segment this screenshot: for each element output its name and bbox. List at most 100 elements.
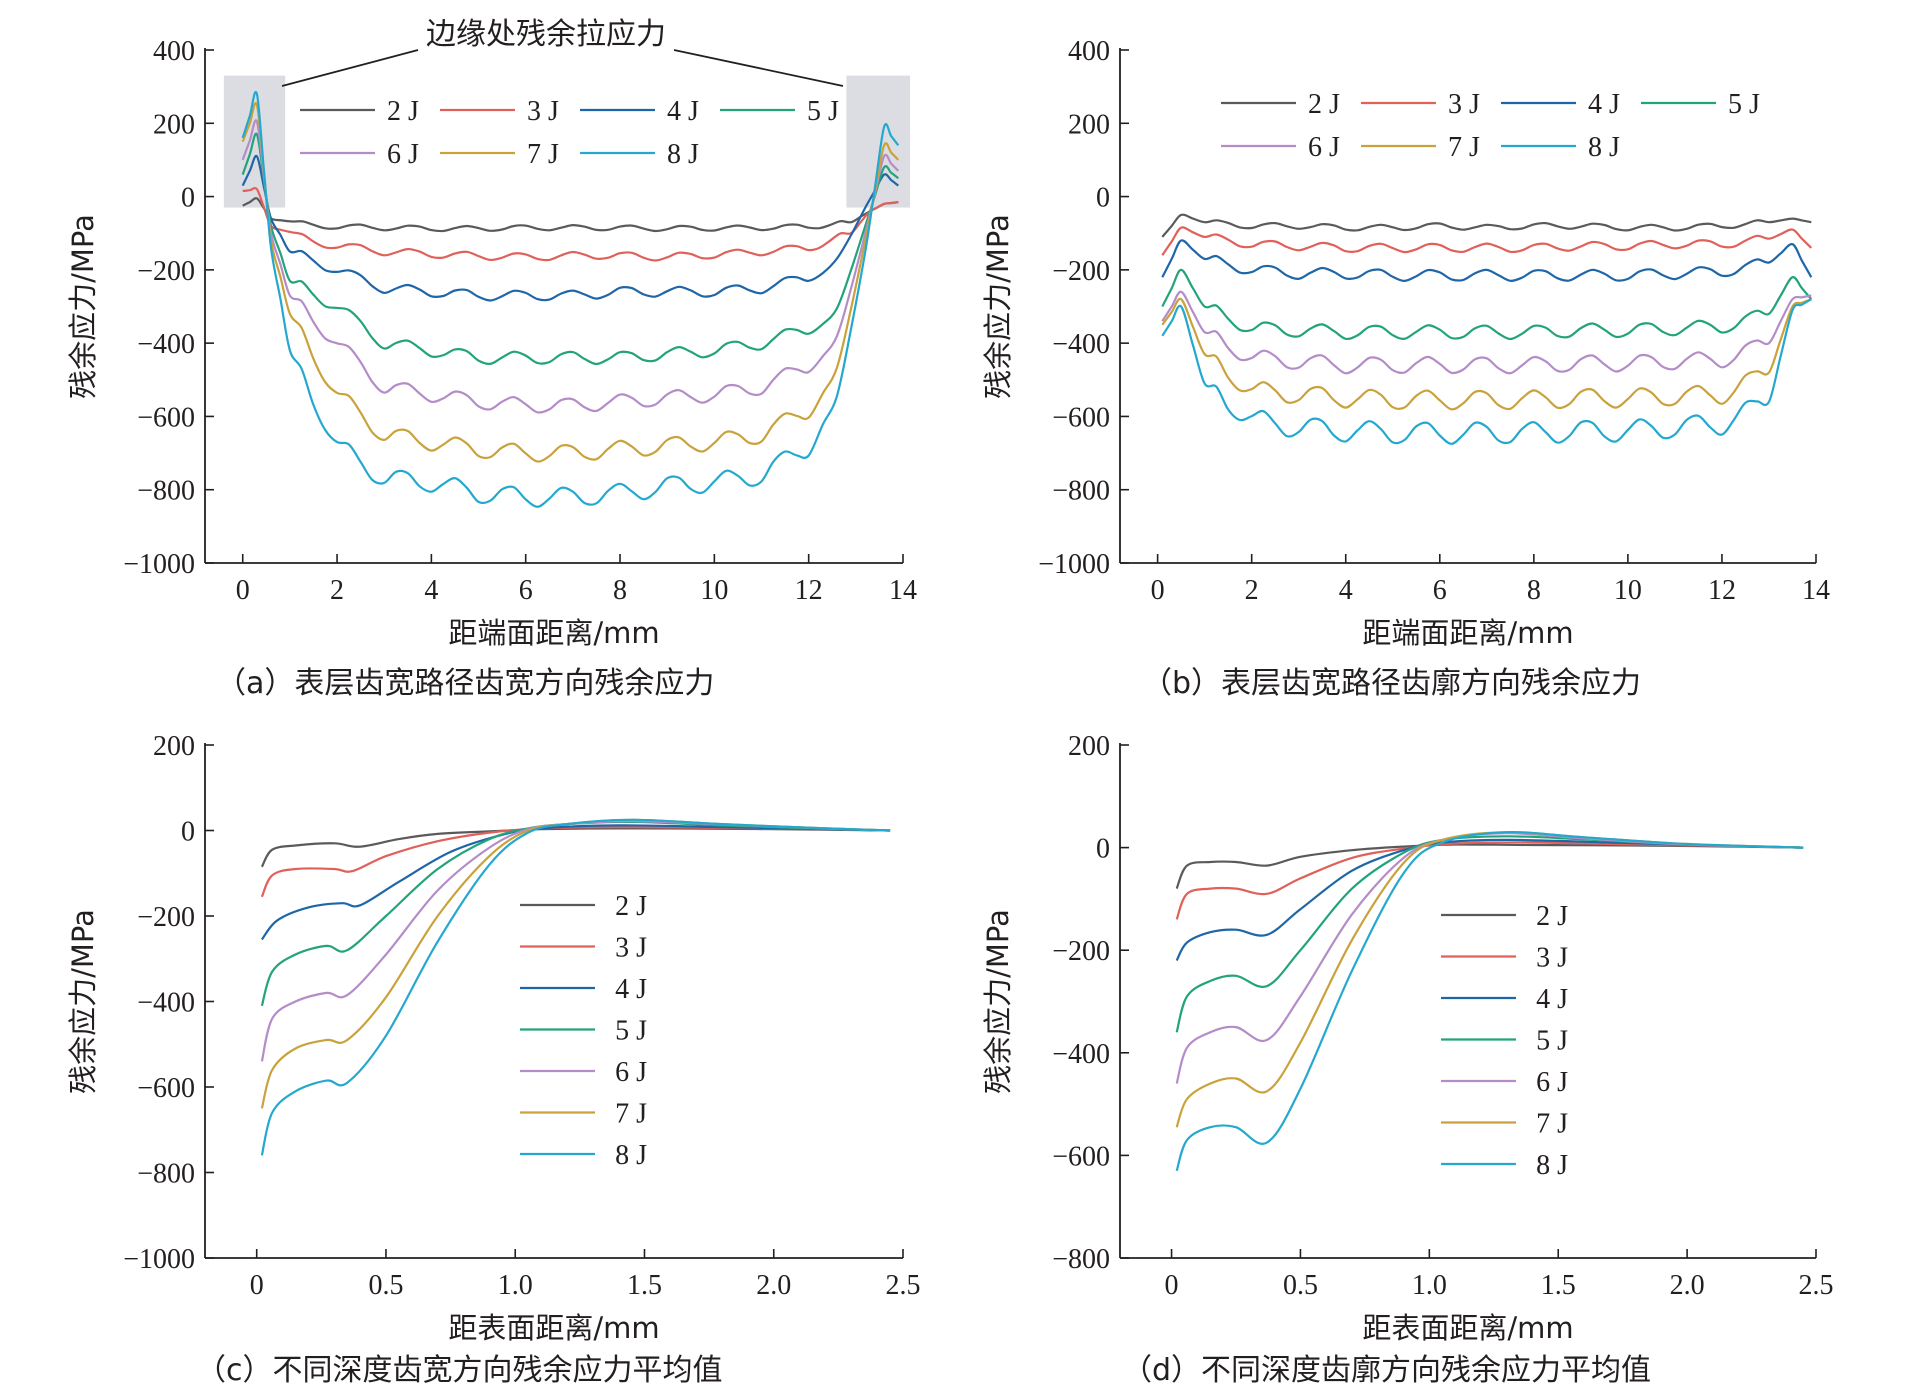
chart-panel-b: 400 200 0 −200 −400 −600 −800 −1000 0 2 4 6 8 10 12 14 距… — [966, 0, 1932, 701]
y-tick-label: −600 — [137, 402, 195, 433]
chart-a-caption: （a）表层齿宽路径齿宽方向残余应力 — [216, 666, 715, 701]
legend-label: 2 J — [387, 96, 419, 127]
series-line-3j — [242, 186, 899, 262]
series-line-3j — [1161, 226, 1813, 256]
y-axis-label: 残余应力/MPa — [981, 214, 1015, 399]
y-tick-label: −800 — [137, 476, 195, 507]
y-tick-label: −400 — [137, 988, 195, 1019]
y-tick-label: 0 — [1096, 183, 1110, 214]
x-tick-label: 6 — [1433, 575, 1447, 606]
series-line-6j — [1161, 290, 1812, 375]
legend-label: 4 J — [615, 974, 647, 1005]
legend-label: 2 J — [1536, 901, 1568, 932]
legend-label: 5 J — [1728, 89, 1760, 120]
series-line-7j — [241, 102, 900, 463]
x-tick-label: 2 — [330, 575, 344, 606]
x-axis-label: 距端面距离/mm — [448, 616, 659, 650]
y-tick-label: 0 — [181, 817, 195, 848]
series-line-2j — [1161, 213, 1812, 238]
legend-label: 4 J — [667, 96, 699, 127]
series-line-8j — [1161, 298, 1812, 445]
chart-c-plot: 200 0 −200 −400 −600 −800 −1000 0 0.5 1.0 1.5 2.0 2.… — [66, 731, 921, 1345]
x-tick-label: 1.5 — [1541, 1270, 1576, 1301]
annotation-leader-right — [673, 49, 844, 87]
series-line-5j — [1161, 268, 1813, 341]
x-tick-label: 0.5 — [1283, 1270, 1318, 1301]
x-tick-label: 12 — [795, 575, 823, 606]
y-tick-label: −200 — [137, 902, 195, 933]
series-line-7j — [260, 818, 891, 1109]
y-tick-label: −200 — [1052, 256, 1110, 287]
x-tick-label: 2.5 — [886, 1270, 921, 1301]
series-line-3j — [1175, 841, 1804, 920]
y-axis-label: 残余应力/MPa — [66, 909, 100, 1094]
x-axis-label: 距表面距离/mm — [1362, 1311, 1573, 1345]
series-line-7j — [1175, 831, 1804, 1128]
legend-label: 6 J — [1536, 1067, 1568, 1098]
x-tick-label: 4 — [424, 575, 438, 606]
legend-label: 3 J — [1448, 89, 1480, 120]
chart-a-plot: 400 200 0 −200 −400 −600 −800 −1000 0 2 4 6 8 10 12 14 距… — [66, 17, 917, 650]
legend-label: 6 J — [387, 139, 419, 170]
legend-label: 8 J — [667, 139, 699, 170]
series-line-5j — [260, 820, 891, 1007]
y-tick-label: −800 — [1052, 1244, 1110, 1275]
y-axis-label: 残余应力/MPa — [66, 214, 100, 399]
series-line-2j — [260, 827, 891, 868]
chart-b-caption: （b）表层齿宽路径齿廓方向残余应力 — [1142, 666, 1642, 701]
legend-label: 5 J — [615, 1016, 647, 1047]
chart-c-caption: （c）不同深度齿宽方向残余应力平均值 — [196, 1353, 723, 1388]
x-tick-label: 8 — [1527, 575, 1541, 606]
series-line-6j — [241, 119, 900, 414]
legend-label: 8 J — [1536, 1150, 1568, 1181]
y-tick-label: 200 — [1068, 731, 1110, 762]
y-tick-label: −200 — [137, 256, 195, 287]
chart-panel-d: 200 0 −200 −400 −600 −800 0 0.5 1.0 1.5 2.0 2.5 距表面距… — [966, 695, 1932, 1390]
x-tick-label: 0 — [236, 575, 250, 606]
legend-label: 7 J — [527, 139, 559, 170]
edge-tension-annotation: 边缘处残余拉应力 — [426, 17, 666, 52]
annotation-leader-left — [281, 49, 419, 87]
y-tick-label: 200 — [153, 109, 195, 140]
legend-label: 3 J — [615, 933, 647, 964]
x-tick-label: 10 — [1614, 575, 1642, 606]
y-tick-label: 400 — [153, 36, 195, 67]
chart-panel-c: 200 0 −200 −400 −600 −800 −1000 0 0.5 1.0 1.5 2.0 2.… — [0, 695, 966, 1390]
legend-label: 4 J — [1536, 984, 1568, 1015]
legend-label: 7 J — [1536, 1109, 1568, 1140]
legend-label: 8 J — [615, 1140, 647, 1171]
x-tick-label: 12 — [1708, 575, 1736, 606]
legend-label: 3 J — [527, 96, 559, 127]
x-tick-label: 2 — [1245, 575, 1259, 606]
x-tick-label: 0 — [1151, 575, 1165, 606]
x-tick-label: 2.5 — [1799, 1270, 1834, 1301]
x-tick-label: 4 — [1339, 575, 1353, 606]
x-tick-label: 1.5 — [627, 1270, 662, 1301]
x-tick-label: 14 — [889, 575, 917, 606]
legend-label: 5 J — [1536, 1026, 1568, 1057]
y-tick-label: −400 — [1052, 1039, 1110, 1070]
series-line-8j — [241, 90, 900, 508]
legend-label: 5 J — [807, 96, 839, 127]
series-line-4j — [1161, 239, 1813, 282]
series-line-7j — [1161, 297, 1812, 411]
legend-label: 7 J — [615, 1099, 647, 1130]
x-tick-label: 8 — [613, 575, 627, 606]
chart-d-caption: （d）不同深度齿廓方向残余应力平均值 — [1122, 1353, 1652, 1388]
y-tick-label: −1000 — [123, 549, 195, 580]
legend-label: 8 J — [1588, 132, 1620, 163]
y-tick-label: −600 — [1052, 402, 1110, 433]
x-tick-label: 0.5 — [368, 1270, 403, 1301]
x-tick-label: 0 — [1165, 1270, 1179, 1301]
x-axis-label: 距表面距离/mm — [448, 1311, 659, 1345]
series-line-4j — [261, 824, 891, 941]
y-tick-label: −1000 — [1038, 549, 1110, 580]
y-tick-label: −600 — [1052, 1141, 1110, 1172]
series-line-5j — [241, 132, 900, 366]
legend-label: 7 J — [1448, 132, 1480, 163]
x-tick-label: 0 — [250, 1270, 264, 1301]
series-line-3j — [260, 825, 891, 898]
chart-d-plot: 200 0 −200 −400 −600 −800 0 0.5 1.0 1.5 2.0 2.5 距表面距… — [981, 731, 1834, 1345]
series-line-2j — [1175, 843, 1804, 890]
x-tick-label: 14 — [1802, 575, 1830, 606]
